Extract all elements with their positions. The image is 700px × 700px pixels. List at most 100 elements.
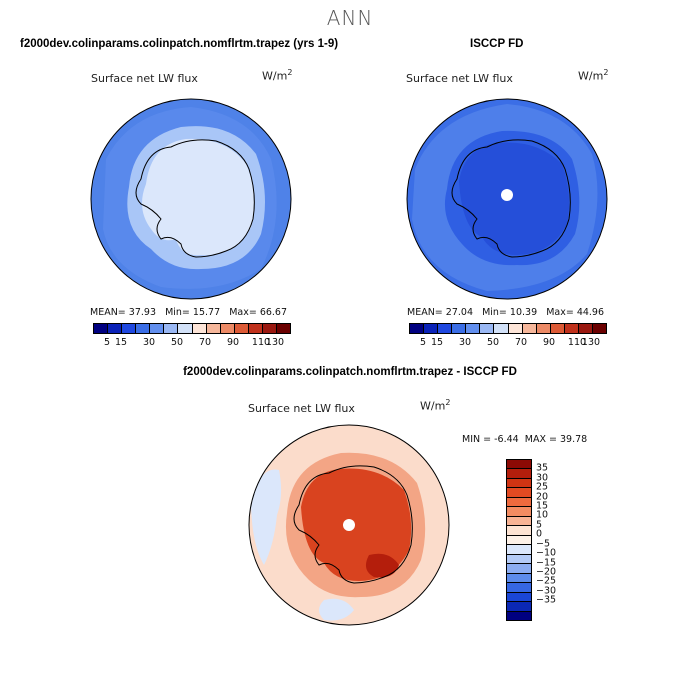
colorbar-swatch <box>262 324 278 333</box>
colorbar-swatch <box>507 592 531 603</box>
colorbar-tick-label: 15 <box>430 337 444 348</box>
panel1-field-label: Surface net LW flux <box>91 72 198 85</box>
colorbar-swatch <box>150 324 165 333</box>
panel3-pole-gap <box>343 519 355 531</box>
colorbar-tick-label: −30 <box>536 585 557 597</box>
colorbar-swatch <box>234 324 249 333</box>
page-title: ANN <box>326 6 374 30</box>
colorbar-swatch <box>507 526 531 536</box>
colorbar-swatch <box>564 324 579 333</box>
colorbar-swatch <box>480 324 495 333</box>
colorbar-tick-label: −35 <box>536 594 557 606</box>
colorbar-tick-label: 70 <box>198 337 212 348</box>
colorbar-swatch <box>192 324 207 333</box>
colorbar-tick-label: 30 <box>536 472 549 484</box>
colorbar-tick-label: 0 <box>536 528 543 540</box>
colorbar-tick-label: 110 <box>567 337 587 348</box>
colorbar-swatch <box>507 602 531 612</box>
colorbar-swatch <box>136 324 151 333</box>
colorbar-tick-label: 15 <box>114 337 128 348</box>
panel1-units: W/m2 <box>262 68 293 83</box>
colorbar-swatch <box>507 497 531 508</box>
colorbar-swatch <box>277 324 291 333</box>
colorbar-tick-label: 90 <box>542 337 556 348</box>
panel1-colorbar-ticks: 5 15 30 50 70 90 110 130 <box>93 337 289 349</box>
panel3-polar-map <box>248 424 450 626</box>
panel2-units: W/m2 <box>578 68 609 83</box>
colorbar-swatch <box>122 324 137 333</box>
colorbar-swatch <box>507 478 531 489</box>
panel2-stats: MEAN= 27.04 Min= 10.39 Max= 44.96 <box>407 307 605 318</box>
panel2-continent-interior <box>459 142 570 256</box>
colorbar-tick-label: 110 <box>251 337 271 348</box>
panel3-colorbar <box>506 459 532 621</box>
colorbar-swatch <box>522 324 537 333</box>
colorbar-swatch <box>164 324 179 333</box>
colorbar-swatch <box>452 324 467 333</box>
colorbar-swatch <box>248 324 263 333</box>
colorbar-tick-label: 25 <box>536 481 549 493</box>
colorbar-swatch <box>507 611 531 620</box>
colorbar-swatch <box>507 535 531 546</box>
colorbar-swatch <box>578 324 594 333</box>
panel2-pole-gap <box>501 189 513 201</box>
panel3-header: f2000dev.colinparams.colinpatch.nomflrtm… <box>183 366 517 378</box>
panel2-field-label: Surface net LW flux <box>406 72 513 85</box>
colorbar-tick-label: 5 <box>103 337 111 348</box>
panel1-header: f2000dev.colinparams.colinpatch.nomflrtm… <box>20 38 339 50</box>
panel3-coastline <box>293 465 413 584</box>
colorbar-swatch <box>507 554 531 565</box>
panel3-continent-interior <box>301 468 412 581</box>
colorbar-swatch <box>507 507 531 517</box>
colorbar-tick-label: 130 <box>581 337 601 348</box>
colorbar-tick-label: 50 <box>170 337 184 348</box>
colorbar-swatch <box>94 324 109 333</box>
panel3-field-label: Surface net LW flux <box>248 402 355 415</box>
panel1-continent-interior <box>142 138 255 256</box>
colorbar-swatch <box>494 324 509 333</box>
colorbar-swatch <box>424 324 439 333</box>
colorbar-tick-label: −20 <box>536 566 557 578</box>
panel1-coastline <box>135 139 255 258</box>
panel2-header: ISCCP FD <box>470 38 524 50</box>
colorbar-swatch <box>507 564 531 574</box>
panel2-polar-map <box>406 98 608 300</box>
colorbar-swatch <box>507 488 531 498</box>
colorbar-swatch <box>508 324 523 333</box>
colorbar-tick-label: 30 <box>142 337 156 348</box>
colorbar-swatch <box>507 583 531 593</box>
panel2-coastline <box>451 139 571 258</box>
colorbar-tick-label: 15 <box>536 500 549 512</box>
panel2-colorbar-ticks: 5 15 30 50 70 90 110 130 <box>409 337 605 349</box>
panel3-negative-patch-south <box>319 598 354 621</box>
colorbar-tick-label: 10 <box>536 509 549 521</box>
colorbar-swatch <box>438 324 453 333</box>
panel3-stats: MIN = -6.44 MAX = 39.78 <box>462 434 588 445</box>
colorbar-swatch <box>410 324 425 333</box>
colorbar-swatch <box>593 324 607 333</box>
colorbar-tick-label: 50 <box>486 337 500 348</box>
colorbar-tick-label: 5 <box>536 519 543 531</box>
colorbar-swatch <box>507 545 531 555</box>
colorbar-swatch <box>507 460 531 470</box>
colorbar-swatch <box>550 324 565 333</box>
colorbar-tick-label: −25 <box>536 575 557 587</box>
colorbar-tick-label: 20 <box>536 491 549 503</box>
colorbar-tick-label: 35 <box>536 462 549 474</box>
panel3-negative-patch-west <box>251 469 282 565</box>
panel3-colorbar-ticks: 35 30 25 20 15 10 5 0 −5 −10 −15 −20 −25 −30 −35 <box>536 459 576 619</box>
panel2-colorbar <box>409 323 607 334</box>
colorbar-swatch <box>220 324 235 333</box>
colorbar-swatch <box>108 324 123 333</box>
colorbar-swatch <box>536 324 551 333</box>
colorbar-tick-label: 5 <box>419 337 427 348</box>
colorbar-tick-label: 130 <box>265 337 285 348</box>
colorbar-swatch <box>466 324 481 333</box>
panel3-interior-max <box>365 553 399 578</box>
panel1-polar-map <box>90 98 292 300</box>
colorbar-tick-label: 90 <box>226 337 240 348</box>
colorbar-tick-label: −10 <box>536 547 557 559</box>
colorbar-swatch <box>206 324 221 333</box>
colorbar-swatch <box>507 573 531 584</box>
colorbar-tick-label: 70 <box>514 337 528 348</box>
